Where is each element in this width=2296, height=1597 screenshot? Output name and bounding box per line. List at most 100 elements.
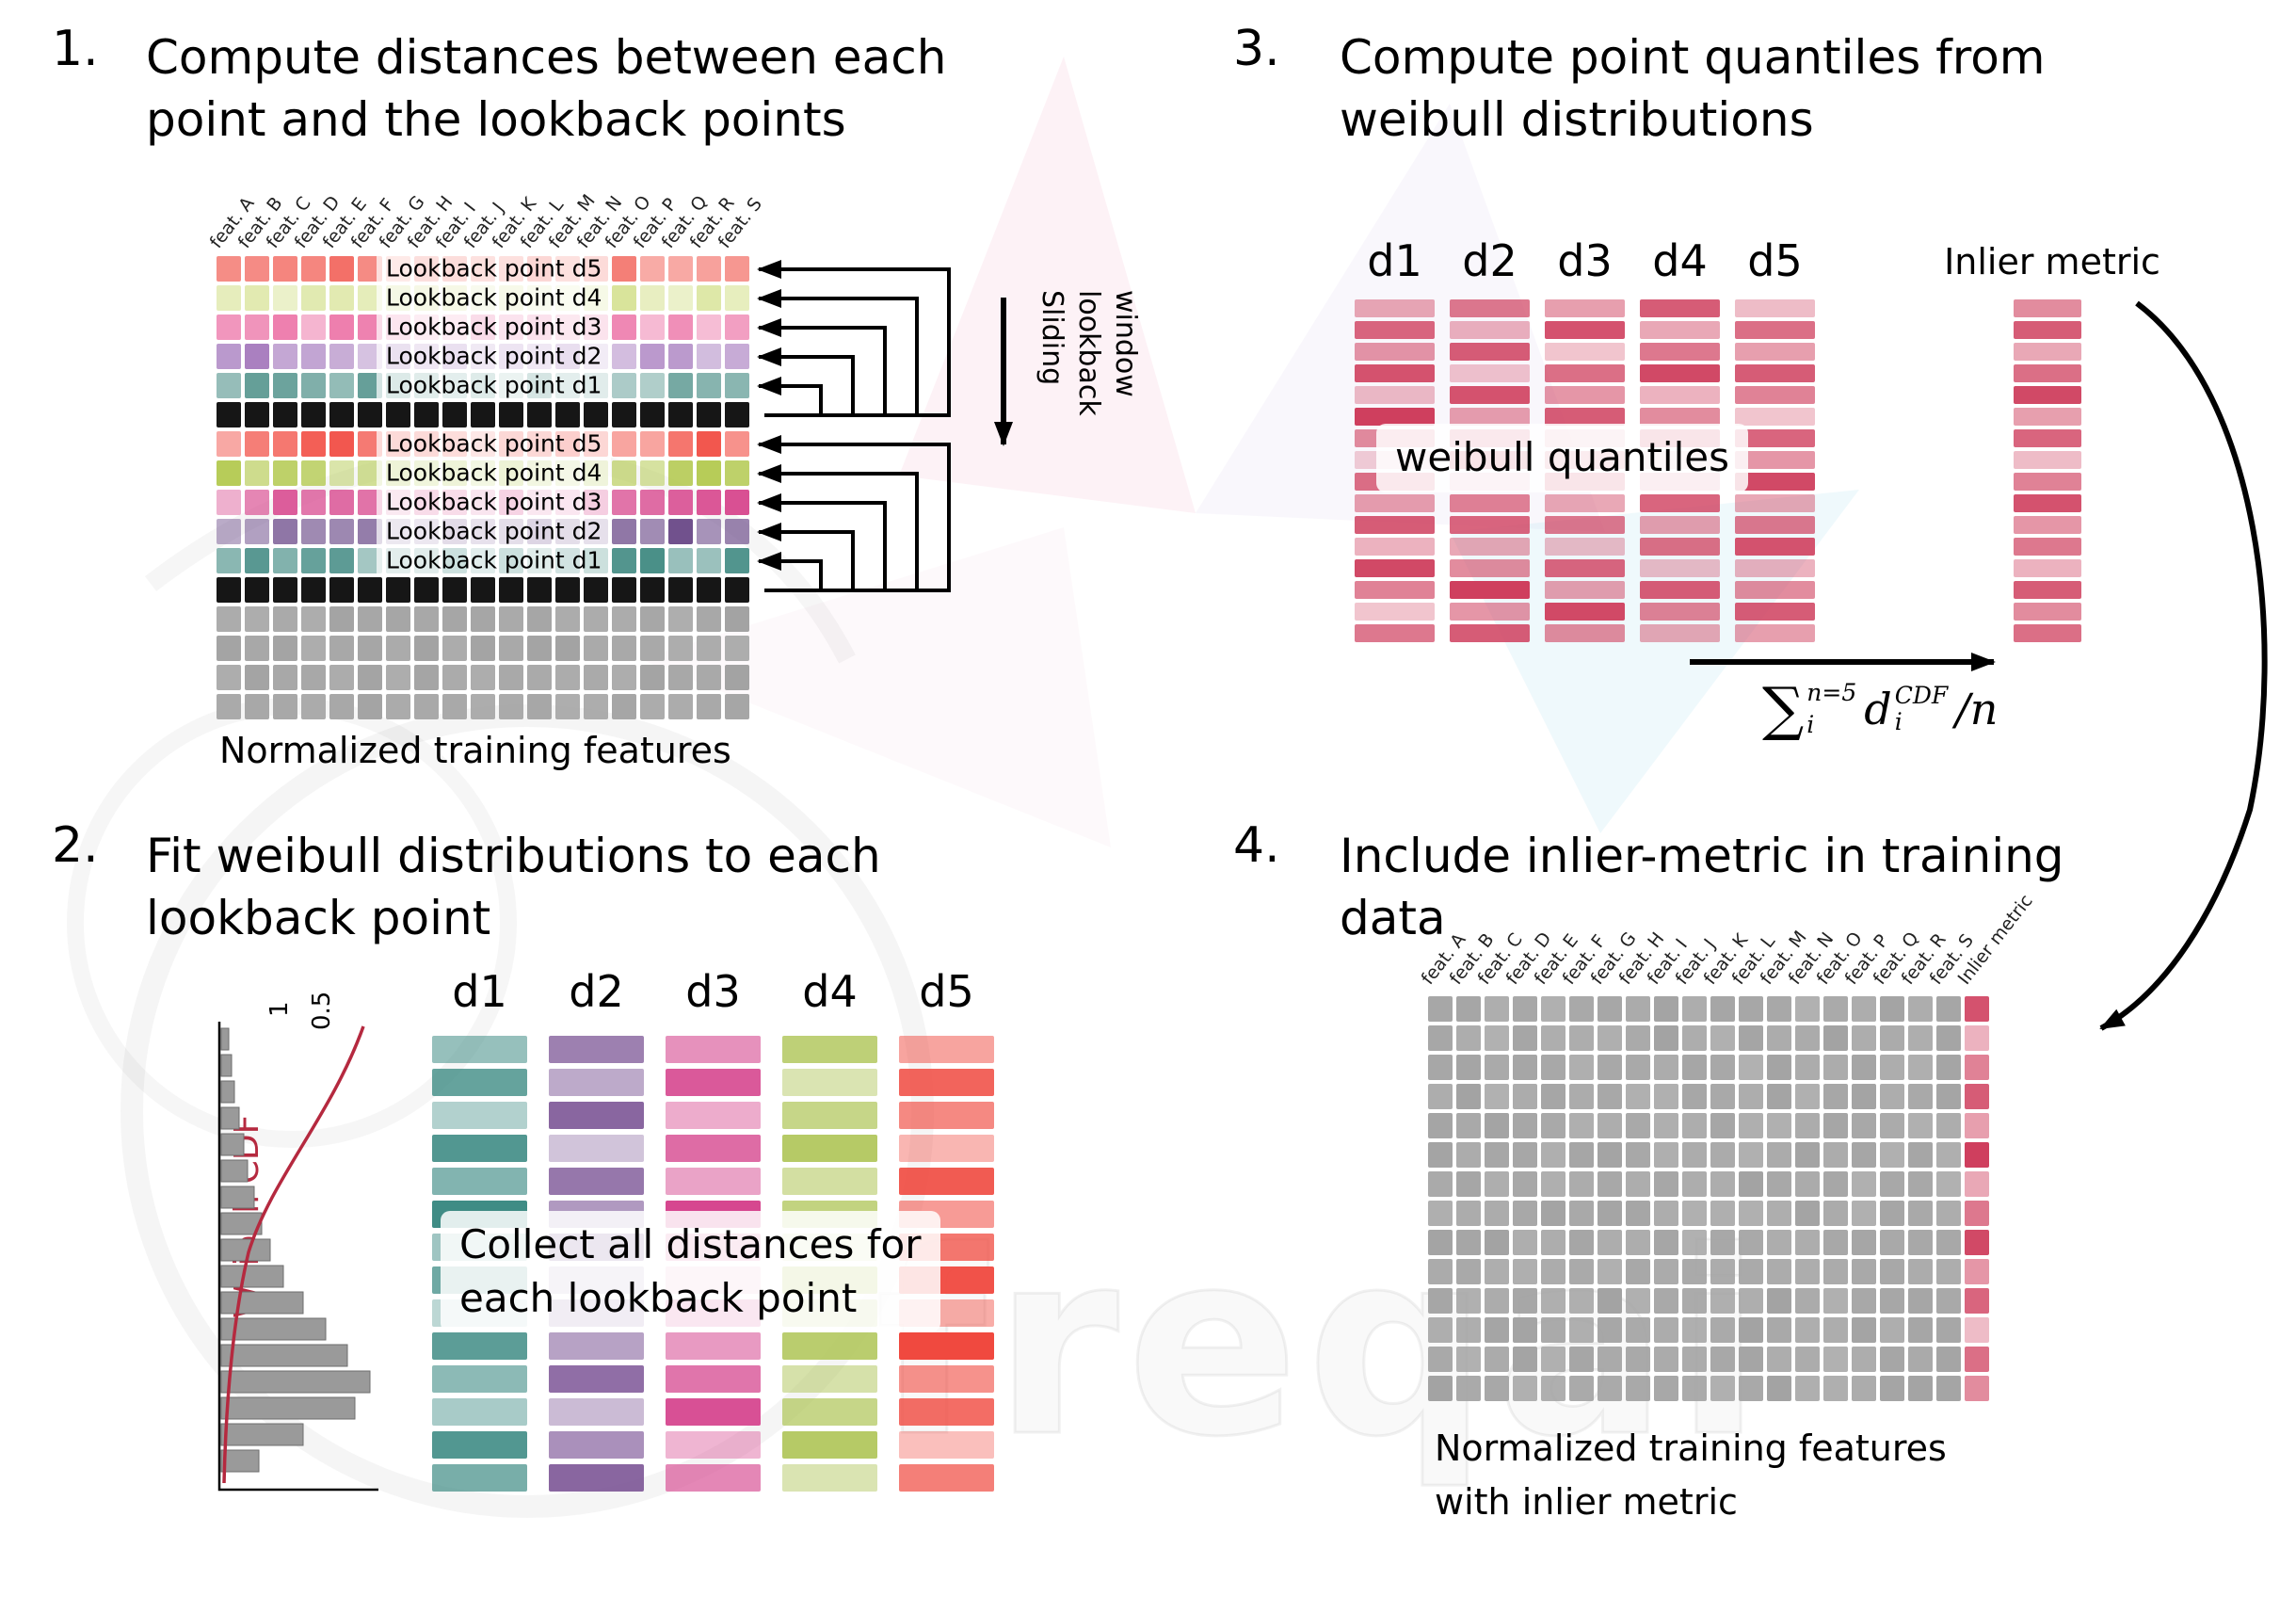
distance-bar bbox=[666, 1168, 761, 1195]
feature-cell bbox=[1485, 1142, 1509, 1168]
step3-header-d3: d3 bbox=[1557, 235, 1613, 286]
feature-cell bbox=[1739, 1376, 1763, 1401]
distance-bar bbox=[899, 1168, 994, 1195]
feature-cell bbox=[1456, 1259, 1481, 1284]
training-feature-row bbox=[1428, 1055, 1989, 1080]
feature-cell bbox=[1456, 1142, 1481, 1168]
feature-cell bbox=[1795, 1230, 1820, 1255]
feature-cell bbox=[358, 577, 382, 603]
feature-cell bbox=[1823, 1376, 1848, 1401]
distance-bar bbox=[782, 1431, 877, 1459]
quantile-bar bbox=[1735, 364, 1815, 382]
quantile-bar bbox=[1355, 516, 1435, 534]
feature-cell bbox=[1880, 1317, 1904, 1343]
inlier-metric-cell bbox=[1965, 1084, 1989, 1109]
feature-cell bbox=[1541, 1084, 1565, 1109]
feature-cell bbox=[1739, 1113, 1763, 1138]
distance-bar bbox=[899, 1069, 994, 1096]
feature-cell bbox=[1428, 1259, 1453, 1284]
feature-cell bbox=[273, 373, 297, 398]
feature-cell bbox=[725, 665, 749, 690]
feature-cell bbox=[725, 519, 749, 544]
feature-cell bbox=[1710, 1025, 1735, 1051]
feature-cell bbox=[640, 548, 665, 573]
inlier-metric-cell bbox=[1965, 1055, 1989, 1080]
step1-grid: Lookback point d5 Lookback point d4 Lookba… bbox=[217, 253, 749, 723]
step3-inlier-column bbox=[2014, 299, 2081, 642]
feature-cell bbox=[697, 344, 721, 369]
feature-cell bbox=[1710, 996, 1735, 1022]
inlier-metric-bar bbox=[2014, 299, 2081, 317]
feature-cell bbox=[612, 519, 636, 544]
feature-cell bbox=[1654, 1376, 1678, 1401]
feature-cell bbox=[329, 373, 354, 398]
training-feature-row bbox=[1428, 1084, 1989, 1109]
feature-cell bbox=[442, 577, 467, 603]
quantile-bar bbox=[1735, 386, 1815, 404]
distance-bar bbox=[782, 1365, 877, 1393]
feature-cell bbox=[329, 606, 354, 632]
feature-cell bbox=[1880, 1288, 1904, 1314]
feature-cell bbox=[1569, 1288, 1594, 1314]
feature-cell bbox=[1908, 996, 1933, 1022]
lookback-point-row: Lookback point d1 bbox=[217, 370, 749, 401]
feature-cell bbox=[1682, 1317, 1707, 1343]
feature-cell bbox=[1428, 1201, 1453, 1226]
feature-cell bbox=[612, 344, 636, 369]
quantile-bar bbox=[1640, 581, 1720, 599]
feature-cell bbox=[217, 694, 241, 719]
quantile-bar bbox=[1545, 364, 1625, 382]
feature-cell bbox=[1569, 996, 1594, 1022]
step1-title: Compute distances between each point and… bbox=[146, 26, 946, 151]
inlier-metric-bar bbox=[2014, 429, 2081, 447]
feature-cell bbox=[1513, 996, 1537, 1022]
feature-cell bbox=[1852, 1347, 1876, 1372]
inlier-metric-bar bbox=[2014, 516, 2081, 534]
feature-cell bbox=[1456, 1347, 1481, 1372]
feature-cell bbox=[1936, 1025, 1961, 1051]
feature-cell bbox=[217, 606, 241, 632]
feature-cell bbox=[301, 344, 326, 369]
feature-cell bbox=[1654, 1230, 1678, 1255]
feature-cell bbox=[1880, 1171, 1904, 1197]
training-feature-row bbox=[1428, 1230, 1989, 1255]
feature-cell bbox=[245, 548, 269, 573]
feature-cell bbox=[245, 636, 269, 661]
feature-cell bbox=[612, 402, 636, 427]
feature-cell bbox=[1936, 1171, 1961, 1197]
feature-cell bbox=[329, 636, 354, 661]
feature-cell bbox=[697, 402, 721, 427]
feature-cell bbox=[697, 694, 721, 719]
feature-cell bbox=[1598, 1142, 1622, 1168]
feature-cell bbox=[1908, 1230, 1933, 1255]
training-feature-row bbox=[1428, 1347, 1989, 1372]
feature-cell bbox=[1795, 1347, 1820, 1372]
inlier-metric-cell bbox=[1965, 1171, 1989, 1197]
feature-cell bbox=[1936, 1376, 1961, 1401]
feature-cell bbox=[1428, 1171, 1453, 1197]
feature-cell bbox=[1823, 1201, 1848, 1226]
feature-cell bbox=[1739, 1055, 1763, 1080]
feature-cell bbox=[640, 519, 665, 544]
lookback-row-label: Lookback point d4 bbox=[377, 458, 612, 489]
feature-cell bbox=[1456, 1084, 1481, 1109]
quantile-bar bbox=[1450, 386, 1530, 404]
feature-cell bbox=[329, 694, 354, 719]
quantile-bar bbox=[1640, 494, 1720, 512]
feature-cell bbox=[1710, 1113, 1735, 1138]
feature-cell bbox=[1682, 1288, 1707, 1314]
feature-cell bbox=[301, 373, 326, 398]
feature-cell bbox=[386, 606, 410, 632]
quantile-bar bbox=[1640, 364, 1720, 382]
feature-cell bbox=[1710, 1317, 1735, 1343]
inlier-metric-cell bbox=[1965, 1347, 1989, 1372]
distance-bar bbox=[666, 1036, 761, 1063]
feature-cell bbox=[358, 636, 382, 661]
lookback-point-row: Lookback point d3 bbox=[217, 487, 749, 518]
quantile-bar bbox=[1640, 408, 1720, 426]
feature-cell bbox=[1682, 1376, 1707, 1401]
feature-cell bbox=[217, 402, 241, 427]
feature-cell bbox=[1626, 1376, 1650, 1401]
feature-cell bbox=[245, 490, 269, 515]
inlier-metric-bar bbox=[2014, 451, 2081, 469]
